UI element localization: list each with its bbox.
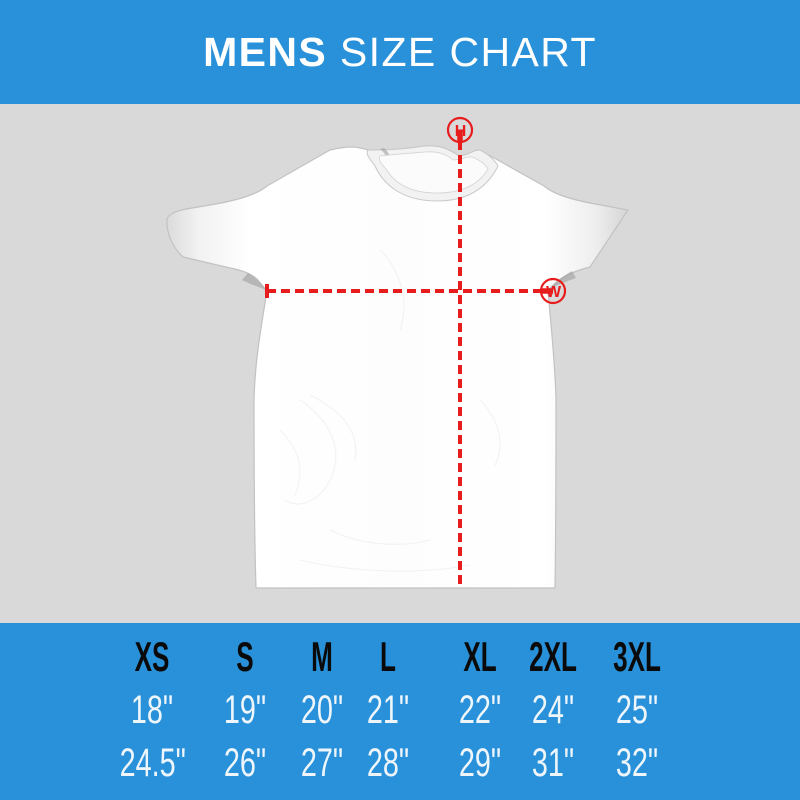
svg-text:H: H [455,123,467,140]
svg-text:W: W [546,284,562,301]
